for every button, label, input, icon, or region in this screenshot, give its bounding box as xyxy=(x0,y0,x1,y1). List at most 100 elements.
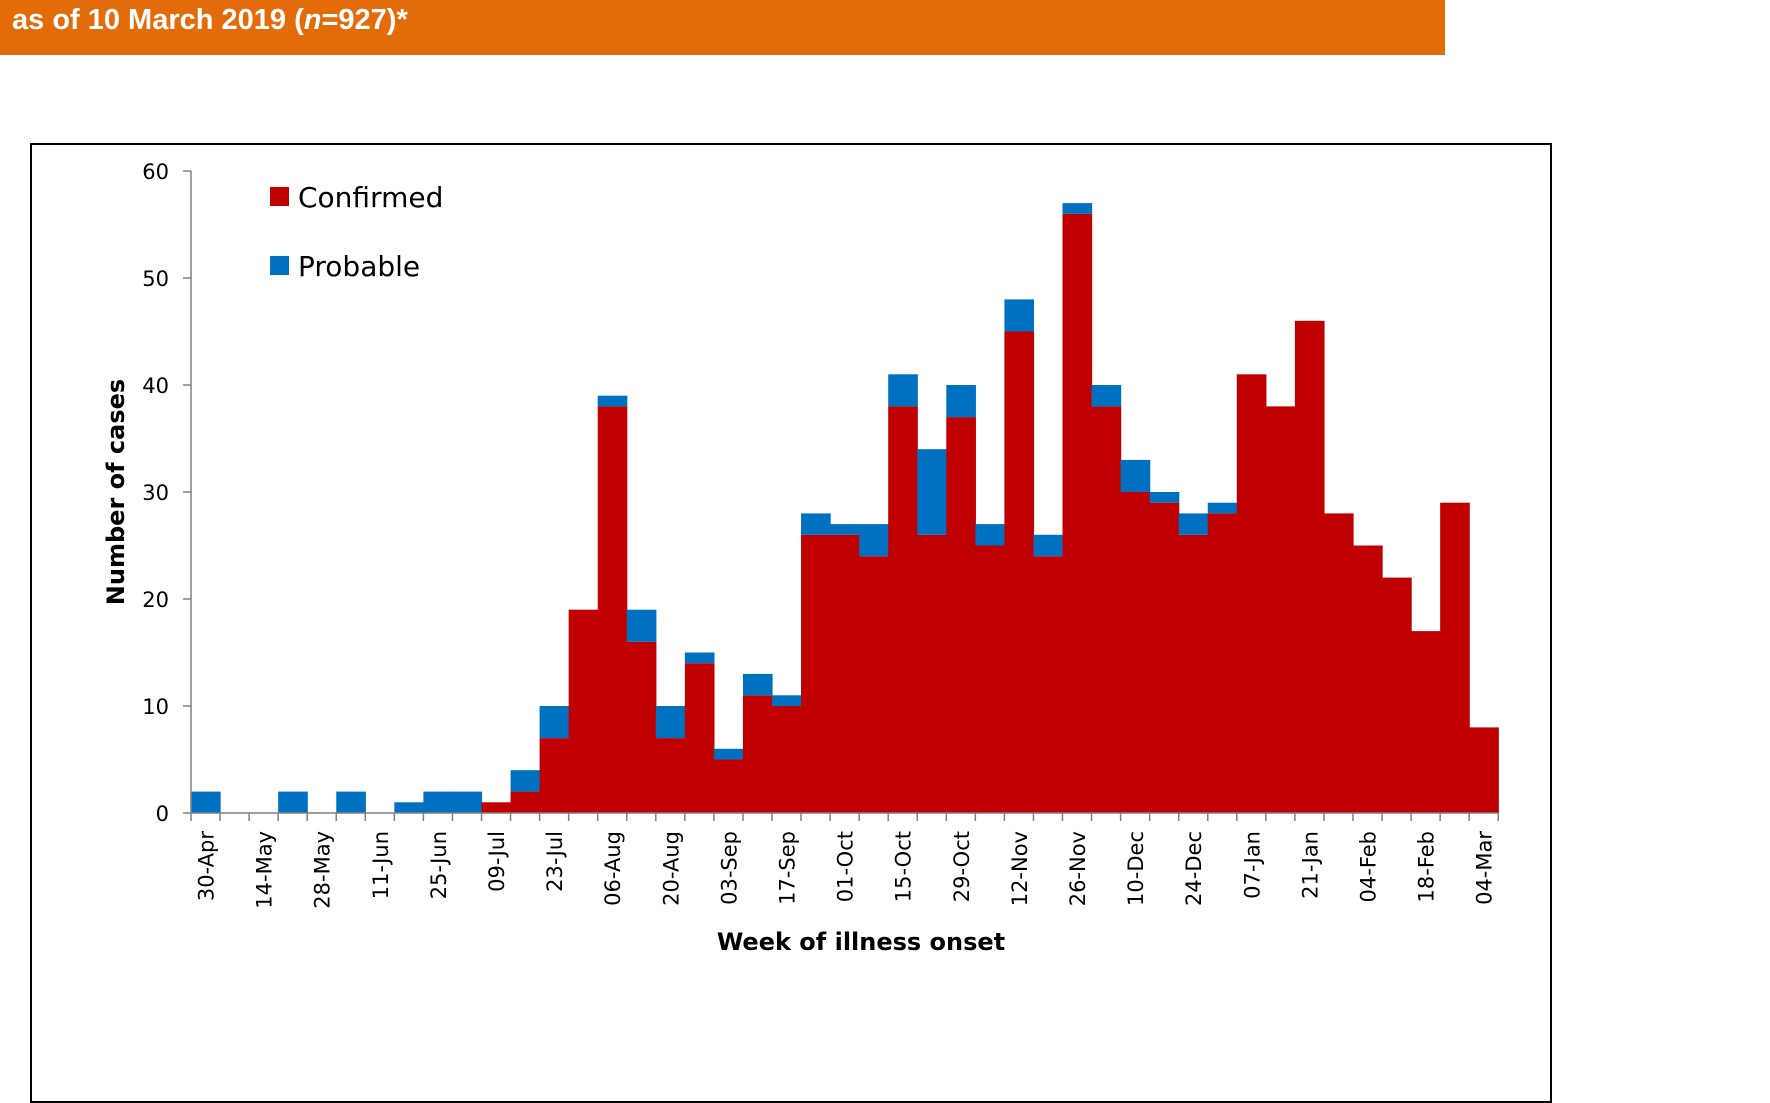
y-tick-label-50: 50 xyxy=(142,267,169,291)
x-tick-label-29-Oct: 29-Oct xyxy=(950,831,974,902)
x-tick-label-14-May: 14-May xyxy=(253,831,277,909)
bar-confirmed-07-Jan xyxy=(1236,374,1267,813)
bar-confirmed-10-Sep xyxy=(742,695,773,813)
x-tick-label-17-Sep: 17-Sep xyxy=(776,831,800,905)
bar-probable-15-Oct xyxy=(888,374,918,407)
bar-confirmed-04-Feb xyxy=(1353,545,1383,813)
bar-probable-17-Sep xyxy=(772,695,802,706)
bar-probable-10-Sep xyxy=(742,673,773,696)
bar-confirmed-10-Dec xyxy=(1120,492,1151,813)
bar-confirmed-20-Aug xyxy=(655,738,686,813)
bar-probable-24-Dec xyxy=(1178,513,1209,535)
bar-probable-03-Sep xyxy=(713,748,744,760)
bar-probable-27-Aug xyxy=(684,652,715,664)
bar-probable-01-Oct xyxy=(830,524,860,535)
bar-confirmed-14-Jan xyxy=(1265,406,1296,813)
x-tick-label-04-Mar: 04-Mar xyxy=(1473,831,1497,905)
title-italic-n: n xyxy=(303,4,322,36)
bar-probable-04-Jun xyxy=(336,791,366,813)
bar-confirmed-21-Jan xyxy=(1294,320,1325,813)
x-tick-label-18-Feb: 18-Feb xyxy=(1415,831,1439,902)
bar-probable-31-Dec xyxy=(1207,502,1238,514)
y-tick-label-10: 10 xyxy=(142,695,169,719)
bar-confirmed-03-Sep xyxy=(713,759,744,813)
x-tick-label-04-Feb: 04-Feb xyxy=(1357,831,1381,902)
bar-probable-17-Dec xyxy=(1149,492,1180,503)
bar-confirmed-03-Dec xyxy=(1091,406,1122,813)
title-banner: as of 10 March 2019 (n=927)* xyxy=(0,0,1445,55)
bar-confirmed-24-Dec xyxy=(1178,534,1209,813)
legend: Confirmed Probable xyxy=(270,181,443,283)
x-tick-label-24-Dec: 24-Dec xyxy=(1182,831,1206,906)
bar-confirmed-08-Oct xyxy=(859,556,889,813)
bar-probable-13-Aug xyxy=(626,609,657,642)
x-tick-label-06-Aug: 06-Aug xyxy=(601,831,625,906)
x-tick-label-23-Jul: 23-Jul xyxy=(543,831,567,892)
bar-probable-18-Jun xyxy=(394,802,424,813)
bar-confirmed-22-Oct xyxy=(917,534,947,813)
x-tick-label-01-Oct: 01-Oct xyxy=(834,831,858,902)
bar-confirmed-26-Nov xyxy=(1062,213,1093,814)
bar-probable-19-Nov xyxy=(1033,534,1064,557)
bar-confirmed-25-Feb xyxy=(1440,502,1470,813)
x-tick-label-09-Jul: 09-Jul xyxy=(485,831,509,892)
x-tick-label-03-Sep: 03-Sep xyxy=(717,831,741,905)
bar-confirmed-12-Nov xyxy=(1004,331,1035,813)
bar-confirmed-28-Jan xyxy=(1323,513,1354,813)
x-tick-label-21-Jan: 21-Jan xyxy=(1298,831,1322,899)
bar-confirmed-09-Jul xyxy=(481,802,512,813)
x-tick-label-25-Jun: 25-Jun xyxy=(427,831,451,899)
bar-probable-24-Sep xyxy=(801,513,831,535)
legend-label-confirmed: Confirmed xyxy=(298,181,443,214)
x-axis-title: Week of illness onset xyxy=(717,928,1005,956)
y-tick-label-60: 60 xyxy=(142,160,169,184)
bar-probable-29-Oct xyxy=(946,385,976,418)
legend-swatch-confirmed xyxy=(270,187,289,206)
bar-probable-30-Apr xyxy=(191,791,221,813)
x-tick-label-11-Jun: 11-Jun xyxy=(369,831,393,899)
bar-probable-22-Oct xyxy=(917,449,947,535)
bar-probable-16-Jul xyxy=(510,770,541,792)
x-tick-label-07-Jan: 07-Jan xyxy=(1240,831,1264,899)
bar-confirmed-24-Sep xyxy=(801,534,831,813)
bar-confirmed-15-Oct xyxy=(888,406,918,813)
bar-probable-21-May xyxy=(278,791,308,813)
bar-confirmed-16-Jul xyxy=(510,791,541,813)
bar-probable-23-Jul xyxy=(539,706,570,739)
legend-label-probable: Probable xyxy=(298,250,420,283)
bar-confirmed-01-Oct xyxy=(830,534,860,813)
bar-probable-08-Oct xyxy=(859,524,889,557)
x-tick-label-10-Dec: 10-Dec xyxy=(1124,831,1148,906)
bar-confirmed-17-Sep xyxy=(772,706,802,813)
x-tick-label-28-May: 28-May xyxy=(311,831,335,909)
bar-confirmed-23-Jul xyxy=(539,738,570,813)
bar-confirmed-31-Dec xyxy=(1207,513,1238,813)
legend-swatch-probable xyxy=(270,256,289,275)
bar-probable-10-Dec xyxy=(1120,459,1151,492)
axes-group: 0 10 20 30 40 50 60 30-Apr 14-May 28-May 11-Jun 25-… xyxy=(142,160,1499,909)
y-tick-label-0: 0 xyxy=(156,802,169,826)
bar-confirmed-18-Feb xyxy=(1411,631,1441,813)
bar-confirmed-29-Oct xyxy=(946,417,976,813)
bar-confirmed-05-Nov xyxy=(975,545,1005,813)
bar-confirmed-19-Nov xyxy=(1033,556,1064,813)
bar-confirmed-27-Aug xyxy=(684,663,715,813)
bar-confirmed-06-Aug xyxy=(597,406,628,813)
x-tick-label-20-Aug: 20-Aug xyxy=(659,831,683,906)
bar-probable-25-Jun xyxy=(423,791,454,813)
bar-probable-05-Nov xyxy=(975,524,1005,546)
bar-confirmed-11-Feb xyxy=(1382,577,1412,813)
y-axis-title: Number of cases xyxy=(102,379,130,605)
title-prefix: as of 10 March 2019 ( xyxy=(12,4,304,36)
bar-probable-26-Nov xyxy=(1062,203,1093,214)
bar-probable-20-Aug xyxy=(655,706,686,739)
y-tick-label-40: 40 xyxy=(142,374,169,398)
title-suffix: =927)* xyxy=(321,4,408,36)
y-tick-label-20: 20 xyxy=(142,588,169,612)
bar-confirmed-30-Jul xyxy=(568,609,599,813)
x-tick-label-12-Nov: 12-Nov xyxy=(1008,831,1032,906)
y-tick-label-30: 30 xyxy=(142,481,169,505)
x-tick-label-26-Nov: 26-Nov xyxy=(1066,831,1090,906)
x-tick-label-15-Oct: 15-Oct xyxy=(892,831,916,902)
